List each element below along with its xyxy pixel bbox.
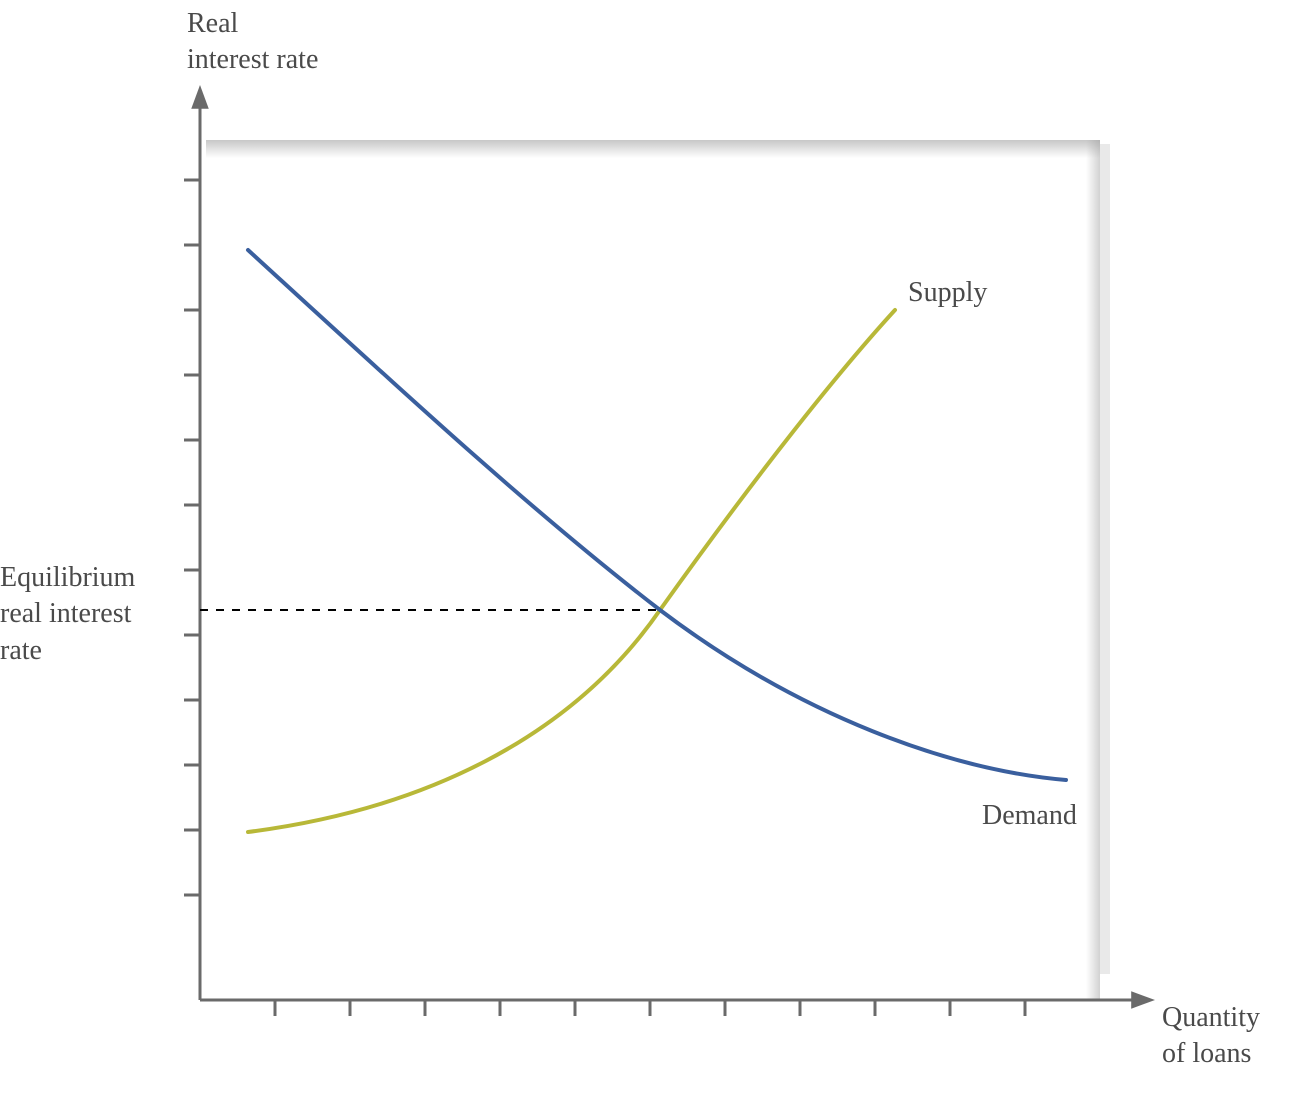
supply-curve-label: Supply xyxy=(908,275,987,311)
chart-container: Realinterest rate Quantityof loans Equil… xyxy=(0,0,1313,1097)
equilibrium-label: Equilibriumreal interestrate xyxy=(0,560,135,669)
demand-curve-label: Demand xyxy=(982,798,1077,834)
x-axis-label: Quantityof loans xyxy=(1162,1000,1260,1073)
y-axis-label: Realinterest rate xyxy=(187,6,318,79)
supply-demand-chart xyxy=(0,0,1313,1097)
